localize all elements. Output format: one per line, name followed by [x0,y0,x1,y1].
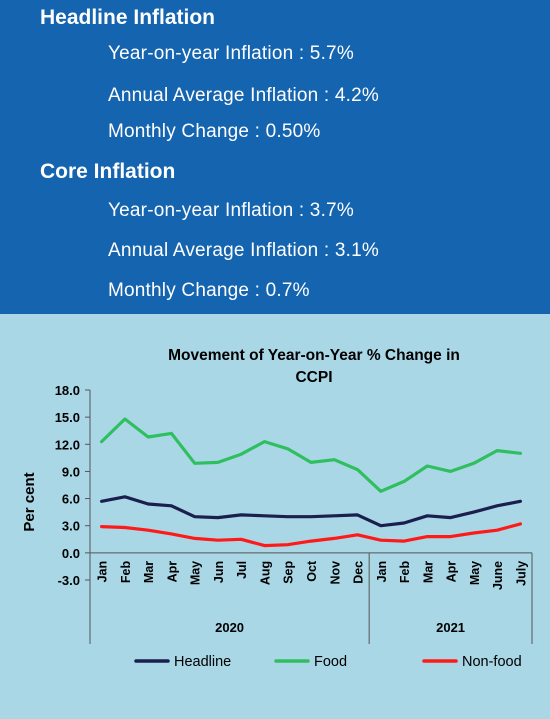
chart-panel: Movement of Year-on-Year % Change in CCP… [0,314,550,714]
series-line-food [99,417,523,493]
x-tick-label: Aug [258,561,272,585]
series-line-headline [99,495,523,528]
series-line-non-food [99,522,523,548]
legend-label-food: Food [314,654,347,670]
inflation-summary-panel: Headline Inflation Year-on-year Inflatio… [0,0,550,314]
legend-label-non-food: Non-food [462,654,522,670]
headline-yoy-inflation: Year-on-year Inflation : 5.7% [108,43,354,64]
x-tick-label: Mar [142,561,156,583]
x-tick-labels: Jan Feb Mar Apr May Jun Jul Aug Sep Oct Nov Dec Jan F… [96,560,529,590]
headline-monthly-change: Monthly Change : 0.50% [108,121,321,142]
x-tick-label: May [468,561,482,585]
x-tick-label: July [514,561,528,586]
chart-title-line-1: Movement of Year-on-Year % Change in [168,347,460,364]
headline-inflation-title: Headline Inflation [40,6,216,29]
series-lines [99,417,523,548]
axes [85,389,533,644]
core-inflation-title: Core Inflation [40,160,176,183]
y-tick-label: 12.0 [55,437,80,452]
core-yoy-inflation: Year-on-year Inflation : 3.7% [108,200,354,221]
y-tick-label: 15.0 [55,410,80,425]
x-tick-label: June [491,561,505,590]
y-tick-label: 3.0 [62,519,80,534]
legend: Headline Food Non-food [134,654,522,670]
ccpi-line-chart: Movement of Year-on-Year % Change in CCP… [21,347,533,670]
y-tick-labels: 18.0 15.0 12.0 9.0 6.0 3.0 0.0 -3.0 [55,383,80,588]
y-tick-label: 0.0 [62,546,80,561]
x-tick-label: Jan [375,561,389,583]
year-group-label: 2021 [436,620,465,635]
x-tick-label: Jan [96,561,110,583]
x-tick-label: Nov [328,561,342,585]
chart-title-line-2: CCPI [295,369,332,386]
x-tick-label: Apr [165,561,179,583]
x-tick-label: Oct [305,560,319,582]
x-tick-label: May [189,561,203,585]
x-tick-label: Mar [421,561,435,583]
x-tick-label: Feb [398,561,412,584]
x-tick-label: Jun [212,561,226,583]
x-tick-label: Sep [282,561,296,584]
x-tick-label: Dec [352,561,366,584]
y-tick-label: 9.0 [62,464,80,479]
year-group-labels: 2020 2021 [215,620,465,635]
year-group-label: 2020 [215,620,244,635]
x-tick-label: Jul [235,561,249,579]
y-tick-label: -3.0 [58,573,80,588]
x-tick-label: Apr [445,561,459,583]
core-annual-average-inflation: Annual Average Inflation : 3.1% [108,240,379,261]
core-monthly-change: Monthly Change : 0.7% [108,280,310,301]
legend-label-headline: Headline [174,654,231,670]
y-tick-label: 18.0 [55,383,80,398]
headline-annual-average-inflation: Annual Average Inflation : 4.2% [108,85,379,106]
y-axis-label: Per cent [21,472,38,531]
y-tick-label: 6.0 [62,492,80,507]
x-tick-label: Feb [119,561,133,584]
